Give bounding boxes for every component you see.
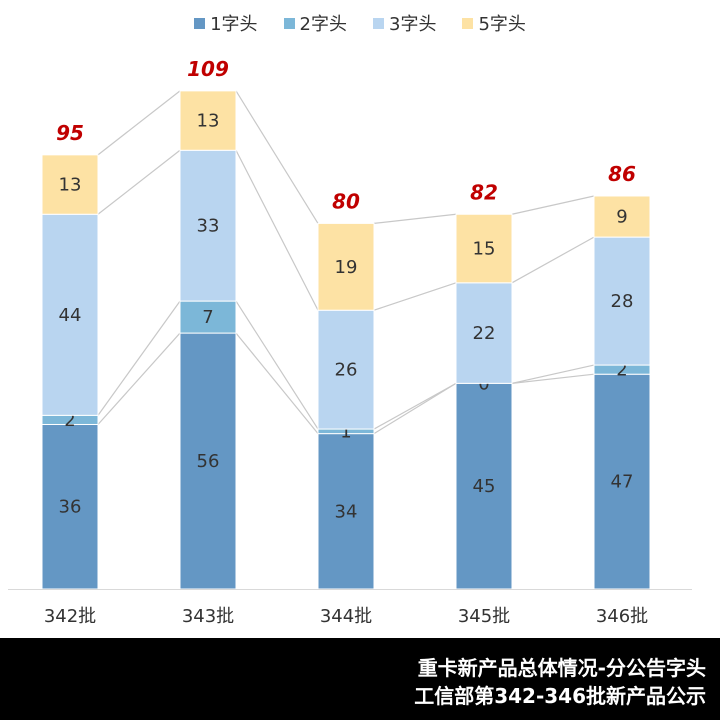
total-label: 82 [470,180,498,204]
data-label: 9 [616,207,627,228]
legend-swatch [462,17,474,29]
legend-label: 1字头 [210,14,258,35]
stacked-bar-chart: 36 2 44 13 95 342批 56 7 33 13 109 343批 34 1 26 19 80 344批… [8,57,692,627]
connector-line [373,213,457,224]
category-label: 346批 [596,606,648,627]
connector-line [511,195,595,215]
total-label: 80 [332,189,360,213]
data-label: 26 [335,360,358,381]
connector-line [235,332,319,434]
legend-item-2: 3字头 [373,10,436,36]
category-label: 342批 [44,606,96,627]
data-label: 13 [197,111,220,132]
legend-swatch [283,17,295,29]
bar-segment [317,309,375,430]
data-label: 0 [478,373,489,394]
legend-label: 3字头 [389,14,437,35]
connector-line [97,90,181,156]
connector-line [373,382,457,435]
legend-item-3: 5字头 [462,10,526,36]
legend-swatch [373,17,384,29]
connector-line [511,236,595,284]
data-label: 45 [473,476,496,497]
connector-line [235,150,319,311]
connector-line [97,300,181,416]
connector-lines [97,90,595,435]
data-label: 28 [611,291,634,312]
legend-label: 2字头 [299,14,347,35]
data-label: 36 [59,497,82,518]
bar-segment [593,195,651,238]
data-label: 56 [197,451,220,472]
bar-segment [179,300,237,334]
connector-line [511,364,595,384]
bar-segment [179,90,237,151]
data-label: 44 [59,305,82,326]
bar-segment [317,222,375,311]
data-label: 22 [473,323,496,344]
data-label: 34 [335,501,358,522]
connector-line [235,300,319,430]
legend-label: 5字头 [478,14,526,35]
data-label: 47 [611,472,634,493]
bar-segment [179,149,237,302]
category-label: 343批 [182,606,234,627]
bar-segment [41,423,99,590]
chart-legend: 1字头 2字头 3字头 5字头 [0,10,720,36]
connector-line [235,90,319,224]
data-label: 33 [197,216,220,237]
data-label: 13 [59,175,82,196]
footer-subtitle: 工信部第342-346批新产品公示 [414,684,706,708]
data-label: 2 [64,410,75,431]
bar-segment [455,282,513,384]
legend-item-1: 2字头 [283,10,347,36]
bar-segment [455,213,513,284]
footer-title: 重卡新产品总体情况-分公告字头 [417,656,706,680]
legend-swatch [194,17,206,29]
bar-segment [593,373,651,590]
category-label: 344批 [320,606,372,627]
connector-line [97,332,181,425]
data-label: 15 [473,239,496,260]
bar-segment [455,382,513,590]
total-label: 109 [187,57,229,81]
total-label: 86 [608,162,636,186]
connector-line [97,149,181,215]
category-label: 345批 [458,606,510,627]
connector-line [373,382,457,430]
legend-item-0: 1字头 [194,10,258,36]
bar-segment [41,213,99,416]
data-label: 19 [335,257,358,278]
bar-segment [179,332,237,590]
data-label: 2 [616,360,627,381]
total-label: 95 [56,121,84,145]
bar-segment [41,154,99,215]
footer-banner: 重卡新产品总体情况-分公告字头 工信部第342-346批新产品公示 [0,638,720,720]
connector-line [373,282,457,311]
data-label: 7 [202,307,213,328]
connector-line [511,373,595,384]
data-label: 1 [340,421,351,442]
